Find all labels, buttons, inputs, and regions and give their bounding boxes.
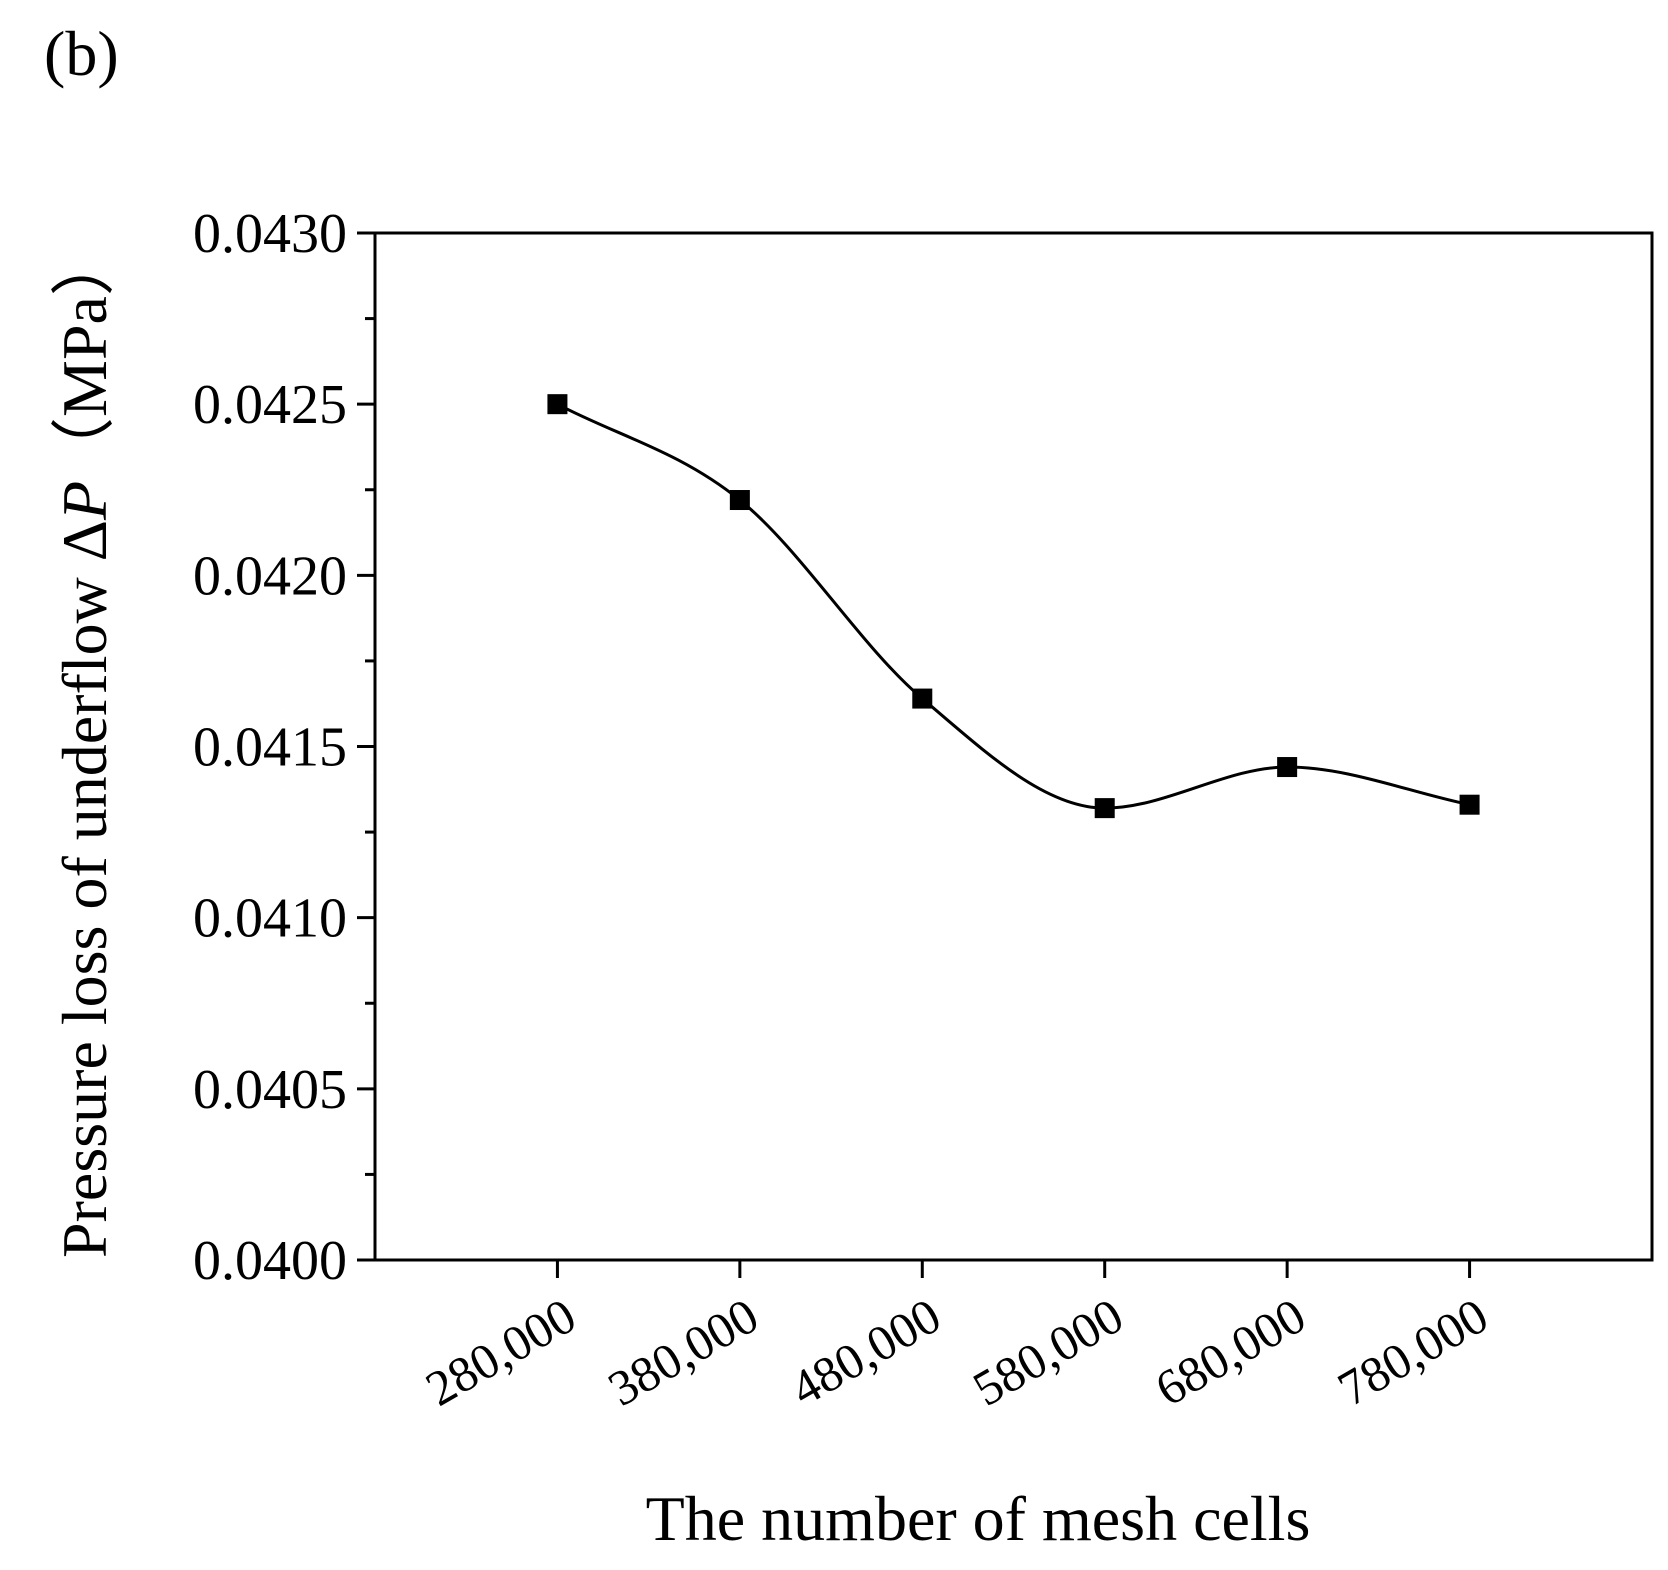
panel-label: (b) xyxy=(44,18,119,89)
y-tick-label: 0.0420 xyxy=(193,545,347,607)
y-tick-label: 0.0410 xyxy=(193,888,347,950)
x-tick-labels: 280,000 380,000 480,000 580,000 680,000 780,0… xyxy=(416,1287,1497,1417)
y-tick-label: 0.0400 xyxy=(193,1230,347,1292)
x-tick-label: 780,000 xyxy=(1328,1287,1497,1417)
data-point xyxy=(1094,798,1115,819)
y-tick-labels: 0.0400 0.0405 0.0410 0.0415 0.0420 0.0425 0.04… xyxy=(193,203,347,1292)
y-tick-label: 0.0430 xyxy=(193,203,347,265)
y-axis-title-main: Pressure loss of underflow Δ xyxy=(49,520,120,1258)
y-tick-label: 0.0425 xyxy=(193,374,347,436)
data-point xyxy=(912,688,933,709)
y-axis-title-variable: P xyxy=(49,481,120,521)
axis-ticks xyxy=(357,231,1472,1278)
data-markers xyxy=(547,394,1480,819)
x-tick-label: 280,000 xyxy=(416,1287,585,1417)
x-tick-label: 380,000 xyxy=(599,1287,768,1417)
data-point xyxy=(1277,757,1298,778)
data-point xyxy=(729,490,750,511)
x-axis-title: The number of mesh cells xyxy=(646,1483,1311,1554)
y-axis-title: Pressure loss of underflow ΔP（MPa） xyxy=(49,232,120,1258)
x-tick-label: 580,000 xyxy=(963,1287,1132,1417)
x-tick-label: 680,000 xyxy=(1146,1287,1315,1417)
y-tick-label: 0.0415 xyxy=(193,717,347,779)
y-axis-title-unit: （MPa） xyxy=(49,232,120,481)
data-point xyxy=(547,394,568,415)
x-tick-label: 480,000 xyxy=(781,1287,950,1417)
fitted-curve xyxy=(556,402,1470,810)
plot-frame xyxy=(373,231,1654,1262)
y-tick-label: 0.0405 xyxy=(193,1059,347,1121)
data-point xyxy=(1459,794,1480,815)
